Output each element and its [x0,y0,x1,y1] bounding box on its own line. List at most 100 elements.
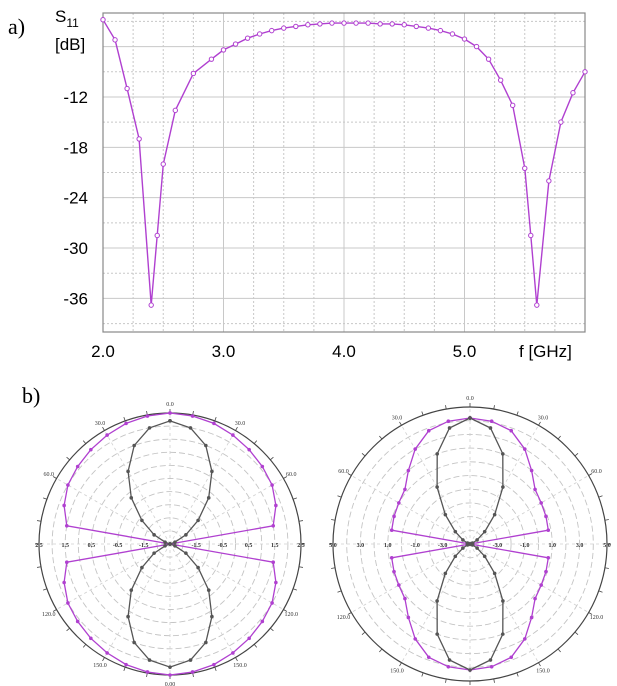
s11-data-point [244,35,251,41]
right-angle-label: 120.0 [337,615,351,621]
right-angle-label: 30.0 [538,416,549,422]
s11-data-point [389,21,395,27]
left-radial-label: 1.5 [271,543,279,549]
right-pattern-point [501,599,505,603]
right-angle-label: 150.0 [536,668,550,674]
right-pattern-point [443,512,448,517]
s11-data-point [305,22,311,28]
left-spoke [56,478,171,545]
left-angle-label: 120.0 [284,612,298,618]
left-pattern-point [204,443,208,448]
left-pattern-point [247,447,251,452]
right-angle-label: 150.0 [390,668,404,674]
left-pattern-point [145,414,150,418]
right-pattern-point [492,571,497,576]
x-tick-label: 3.0 [212,342,236,361]
left-outer-tick [292,588,297,591]
left-pattern-point [89,447,93,452]
right-pattern-point [435,485,439,489]
s11-series-line [102,19,586,306]
right-outer-tick [379,648,383,653]
right-angle-label: 60.0 [591,469,602,475]
left-ring [104,478,236,610]
left-pattern-point [196,565,200,570]
right-angle-label: 30.0 [392,416,403,422]
right-polar-chart: 0.030.060.030.060.0150.0120.00.00150.012… [329,396,611,685]
y-tick-label: -12 [63,88,88,107]
left-pattern-point [147,426,152,430]
left-pattern-point [163,540,167,545]
left-pattern-point [62,580,66,585]
right-pattern-point [501,485,505,489]
left-pattern-point [184,533,188,537]
right-pattern-point [492,512,497,517]
s11-data-point [353,20,359,26]
s11-data-point [558,119,564,125]
left-pattern-point [206,496,211,500]
left-outer-tick [253,644,258,648]
right-outer-tick [347,473,352,476]
right-pattern-point [475,546,479,550]
left-pattern-point [271,524,276,528]
left-pattern-point [168,411,172,415]
right-pattern-point [546,528,551,533]
right-pattern-point [403,487,407,492]
s11-data-point [136,136,142,142]
left-pattern-point [75,464,80,469]
left-outer-tick [283,476,288,479]
left-pattern-point [126,469,130,474]
right-pattern-point [392,514,396,519]
left-angle-label: 30.0 [95,421,106,427]
right-outer-tick [421,672,424,677]
y-tick-label: -24 [63,189,88,208]
panel-label-b: b) [22,383,41,408]
right-pattern-point [453,529,458,534]
left-pattern-point [126,614,130,619]
left-pattern-point [270,483,274,487]
s11-data-point [425,25,432,31]
s11-data-point [232,41,239,47]
right-pattern-point [539,583,543,587]
left-pattern-point [163,543,167,548]
right-outer-tick [598,495,603,498]
left-outer-tick [36,566,42,568]
left-angle-label: 150.0 [93,663,107,669]
right-outer-tick [361,453,366,457]
right-radial-label: -1.0 [410,543,420,549]
s11-data-point [172,107,179,114]
left-pattern-point [168,673,172,677]
right-outer-tick [538,421,541,426]
x-tick-label: 5.0 [453,342,477,361]
right-outer-tick [538,662,541,667]
right-outer-tick [604,567,609,569]
s11-data-point [281,25,287,31]
s11-data-point [317,21,323,27]
y-tick-label: -30 [63,239,88,258]
left-outer-tick [66,627,70,632]
s11-data-point [208,56,215,62]
s11-data-point [256,31,263,37]
s11-data-point [582,69,588,75]
right-pattern-point [447,426,452,430]
left-pattern-point [173,540,177,545]
left-radial-label: 2.5 [297,543,305,549]
left-outer-tick [36,520,42,522]
left-ring [130,504,210,584]
left-outer-tick [298,520,304,522]
right-pattern-point [523,637,527,641]
left-pattern-point [64,560,69,564]
right-pattern-point [446,419,451,424]
left-outer-tick [292,497,297,500]
left-angle-label: 60.0 [286,472,297,478]
right-pattern-point [500,632,505,636]
left-spoke [169,543,236,658]
right-pattern-point [453,554,458,559]
left-pattern-point [124,662,128,667]
right-outer-tick [493,405,495,410]
s11-data-point [497,77,504,83]
left-spoke [169,430,236,545]
right-outer-tick [445,405,447,410]
right-pattern-point [426,428,431,433]
y-axis-label-subscript: 11 [66,16,79,30]
